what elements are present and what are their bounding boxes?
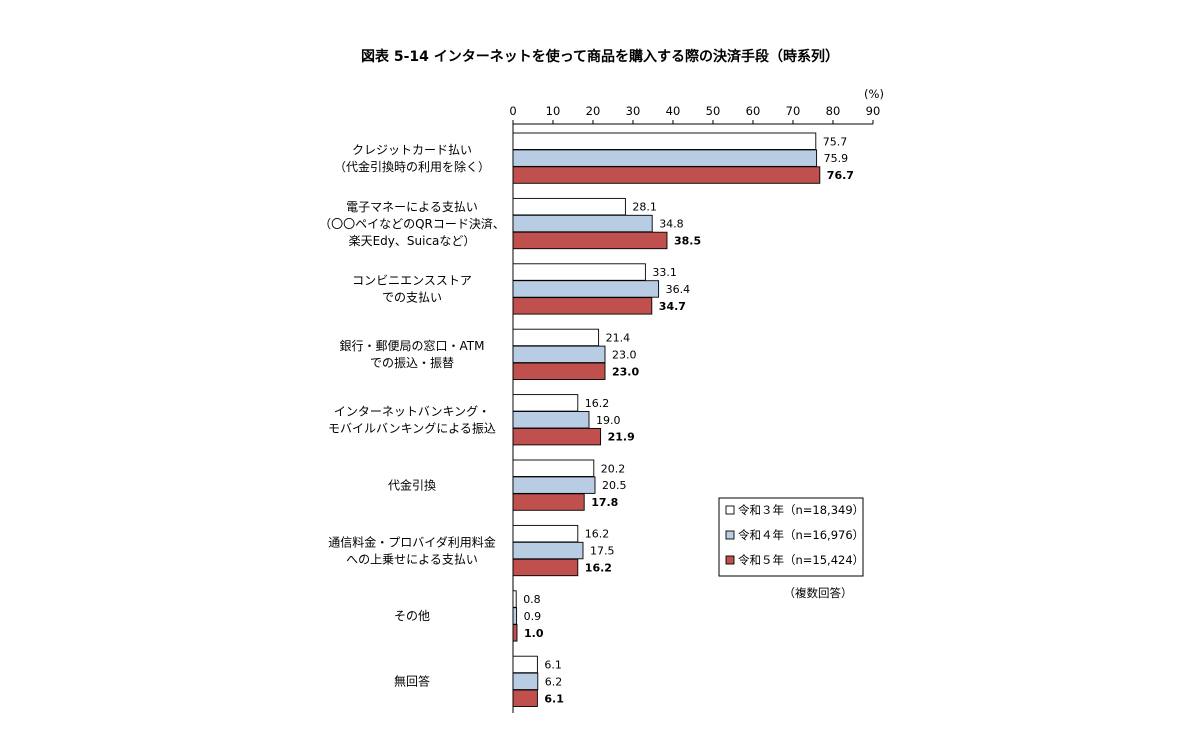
data-label: 16.2 xyxy=(585,528,610,541)
category-label: 電子マネーによる支払い xyxy=(346,200,478,214)
unit-label: (%) xyxy=(864,87,884,101)
data-label: 17.8 xyxy=(591,496,618,509)
category-label: 通信料金・プロバイダ利用料金 xyxy=(328,534,496,549)
category-label: での振込・振替 xyxy=(370,356,454,370)
bar xyxy=(512,541,584,560)
bar xyxy=(512,459,595,477)
category-label: （〇〇ペイなどのQRコード決済、 xyxy=(319,216,505,231)
data-label: 0.8 xyxy=(523,593,541,606)
bar xyxy=(512,214,653,233)
data-label: 20.5 xyxy=(602,479,627,492)
category-label: への上乗せによる支払い xyxy=(346,552,478,566)
data-label: 36.4 xyxy=(666,283,691,296)
bar xyxy=(512,149,818,167)
category-label: での支払い xyxy=(382,291,442,305)
bar xyxy=(512,672,539,691)
data-label: 0.9 xyxy=(524,610,542,623)
x-tick-label: 40 xyxy=(666,104,681,118)
data-label: 23.0 xyxy=(612,348,637,361)
bar xyxy=(512,607,518,625)
bars: 75.7 75.9 76.7 28.134.8 38.5 33.1 36.4 34.7 21.4… xyxy=(512,132,854,707)
data-label: 75.9 xyxy=(824,152,849,165)
bar xyxy=(512,280,660,298)
x-tick-label: 20 xyxy=(586,104,601,118)
data-label: 28.1 xyxy=(632,201,657,214)
data-label: 75.7 xyxy=(823,135,848,148)
bar xyxy=(512,197,626,216)
legend-entry: 令和５年（n=15,424） xyxy=(738,553,864,567)
data-label: 17.5 xyxy=(590,545,615,558)
bar xyxy=(512,166,821,184)
x-tick-label: 50 xyxy=(706,104,721,118)
x-tick-label: 0 xyxy=(509,104,516,118)
x-tick-label: 70 xyxy=(786,104,801,118)
bar xyxy=(512,524,579,543)
bar xyxy=(512,427,602,446)
category-label: コンビニエンスストア xyxy=(352,274,472,288)
data-label: 76.7 xyxy=(827,169,854,182)
legend-box xyxy=(718,497,864,577)
legend-swatch xyxy=(725,530,735,540)
legend-entry: 令和３年（n=18,349） xyxy=(738,503,864,517)
bar xyxy=(512,624,518,642)
data-label: 33.1 xyxy=(652,266,677,279)
x-tick-label: 10 xyxy=(546,104,561,118)
data-label: 1.0 xyxy=(524,627,544,640)
x-tick-label: 90 xyxy=(866,104,881,118)
bar xyxy=(512,394,579,412)
bar xyxy=(512,590,517,608)
legend: 令和３年（n=18,349） 令和４年（n=16,976） 令和５年（n=15,42… xyxy=(718,497,864,577)
bar xyxy=(512,362,606,380)
x-tick-label: 60 xyxy=(746,104,761,118)
data-label: 6.1 xyxy=(544,658,562,671)
bar xyxy=(512,263,646,281)
category-label: 銀行・郵便局の窓口・ATM xyxy=(340,338,485,353)
bar xyxy=(512,231,668,250)
data-label: 34.8 xyxy=(659,218,684,231)
x-tick-label: 30 xyxy=(626,104,641,118)
data-label: 16.2 xyxy=(585,561,612,574)
multiple-answer-note: （複数回答） xyxy=(784,586,853,600)
x-tick-label: 80 xyxy=(826,104,841,118)
data-label: 21.9 xyxy=(608,431,635,444)
data-label: 6.1 xyxy=(544,692,564,705)
bar xyxy=(512,411,590,429)
category-label: 楽天Edy、Suicaなど） xyxy=(349,234,476,248)
category-label: 代金引換 xyxy=(388,477,436,492)
data-label: 6.2 xyxy=(545,675,563,688)
data-label: 38.5 xyxy=(674,234,701,247)
bar xyxy=(512,655,538,674)
x-axis: 0 10 20 30 40 50 60 70 80 90 (%) xyxy=(509,87,884,713)
bar xyxy=(512,297,653,315)
category-label: その他 xyxy=(394,609,430,623)
data-label: 21.4 xyxy=(606,331,631,344)
data-label: 20.2 xyxy=(601,462,626,475)
data-label: 34.7 xyxy=(659,300,686,313)
data-label: 19.0 xyxy=(596,414,621,427)
data-label: 23.0 xyxy=(612,365,639,378)
category-label: 無回答 xyxy=(394,674,430,689)
bar xyxy=(512,132,817,150)
category-label: クレジットカード払い xyxy=(352,143,472,157)
legend-entry: 令和４年（n=16,976） xyxy=(738,528,864,542)
chart-title: 図表 5-14 インターネットを使って商品を購入する際の決済手段（時系列） xyxy=(361,48,839,65)
bar xyxy=(512,689,538,707)
category-labels: クレジットカード払い （代金引換時の利用を除く） 電子マネーによる支払い （〇〇ペイな… xyxy=(319,143,505,689)
category-label: インターネットバンキング・ xyxy=(334,404,490,418)
bar xyxy=(512,493,585,511)
data-label: 16.2 xyxy=(585,397,610,410)
bar xyxy=(512,328,600,347)
category-label: （代金引換時の利用を除く） xyxy=(334,159,490,174)
legend-swatch xyxy=(725,555,735,565)
category-label: モバイルバンキングによる振込 xyxy=(328,421,496,435)
bar xyxy=(512,558,579,577)
bar xyxy=(512,476,596,494)
bar xyxy=(512,345,606,364)
legend-swatch xyxy=(725,505,735,515)
